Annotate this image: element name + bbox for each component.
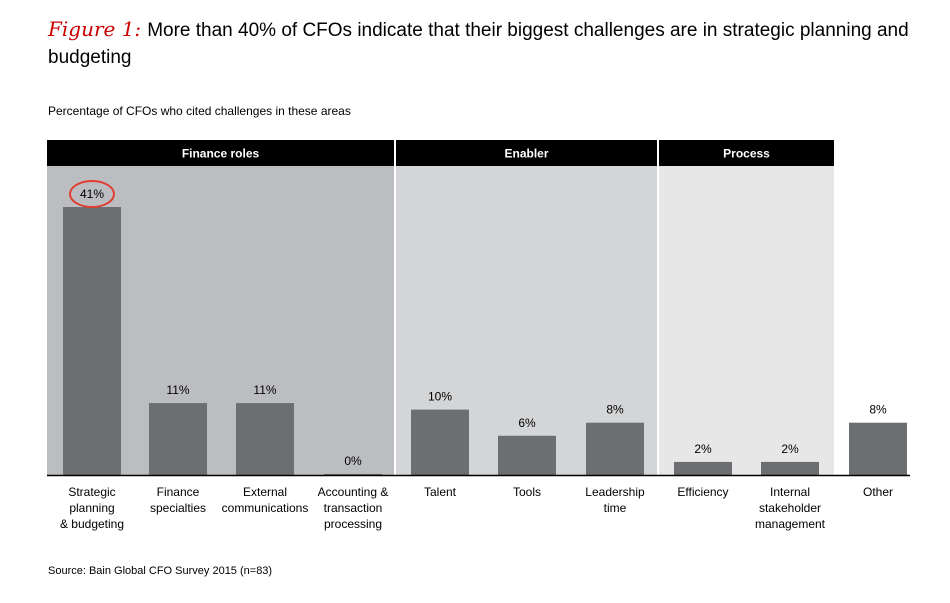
bar (586, 422, 644, 475)
category-label: Talent (424, 485, 457, 499)
data-label: 41% (80, 187, 104, 201)
chart-subtitle: Percentage of CFOs who cited challenges … (48, 104, 351, 118)
group-header-label: Process (723, 147, 770, 161)
category-label-line: transaction (324, 501, 383, 515)
category-label: Leadership time (585, 485, 645, 515)
figure-title: Figure 1: More than 40% of CFOs indicate … (48, 16, 928, 71)
category-label-line: planning (69, 501, 114, 515)
category-label: Accounting & transaction processing (318, 485, 389, 531)
data-label: 8% (606, 403, 624, 417)
category-label-line: Accounting & (318, 485, 389, 499)
category-label-line: management (755, 517, 826, 531)
bar (674, 461, 732, 475)
category-label-line: stakeholder (759, 501, 821, 515)
figure-label: Figure 1: (48, 17, 142, 41)
bar (149, 403, 207, 475)
data-label: 11% (253, 383, 276, 397)
data-label: 6% (518, 416, 536, 430)
category-label: Tools (513, 485, 541, 499)
category-label: Other (863, 485, 893, 499)
source-note: Source: Bain Global CFO Survey 2015 (n=8… (48, 565, 273, 577)
category-label-line: specialties (150, 501, 206, 515)
data-label: 8% (869, 403, 887, 417)
group-header-label: Enabler (504, 147, 548, 161)
category-label: Internal stakeholder management (755, 485, 826, 531)
bar (236, 403, 294, 475)
category-label: Efficiency (677, 485, 728, 499)
data-label: 11% (166, 383, 189, 397)
bar (498, 435, 556, 475)
category-label-line: Strategic (68, 485, 115, 499)
group-header-label: Finance roles (182, 147, 260, 161)
data-label: 2% (781, 442, 799, 456)
category-label: External communications (222, 485, 309, 515)
data-label: 2% (694, 442, 712, 456)
category-label-line: time (604, 501, 627, 515)
bar (63, 207, 121, 475)
category-label-line: External (243, 485, 287, 499)
bar (849, 422, 907, 475)
highlight-circle (69, 180, 115, 208)
category-label-line: Other (863, 485, 893, 499)
category-label-line: Talent (424, 485, 457, 499)
data-label: 0% (344, 454, 362, 468)
category-label-line: communications (222, 501, 309, 515)
category-label-line: & budgeting (60, 517, 124, 531)
group-background-process (659, 166, 834, 475)
category-label: Strategic planning & budgeting (60, 485, 124, 531)
category-label-line: Efficiency (677, 485, 728, 499)
category-label-line: Tools (513, 485, 541, 499)
bar (761, 461, 819, 475)
category-label: Finance specialties (150, 485, 206, 515)
bar (324, 474, 382, 475)
bar (411, 409, 469, 475)
group-header-finance-roles (47, 140, 394, 166)
group-header-process (659, 140, 834, 166)
figure-headline: More than 40% of CFOs indicate that thei… (48, 20, 909, 68)
category-label-line: processing (324, 517, 382, 531)
category-label-line: Internal (770, 485, 810, 499)
category-label-line: Leadership (585, 485, 645, 499)
group-header-enabler (396, 140, 657, 166)
category-label-line: Finance (157, 485, 200, 499)
data-label: 10% (428, 390, 452, 404)
